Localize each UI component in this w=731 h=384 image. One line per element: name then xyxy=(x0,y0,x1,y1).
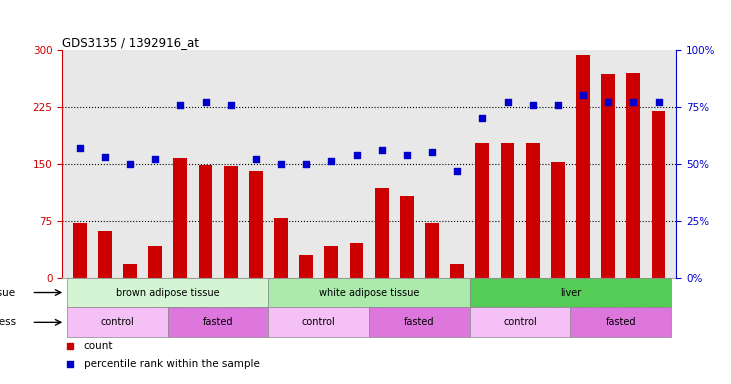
Bar xyxy=(475,142,489,278)
Point xyxy=(250,156,262,162)
Point xyxy=(74,145,86,151)
Bar xyxy=(168,308,268,337)
Bar xyxy=(325,246,338,278)
Point xyxy=(627,99,639,105)
Point xyxy=(602,99,614,105)
Bar xyxy=(98,230,112,278)
Point xyxy=(527,101,539,108)
Text: count: count xyxy=(83,341,113,351)
Bar xyxy=(268,278,470,308)
Bar xyxy=(425,223,439,278)
Point xyxy=(426,149,438,156)
Bar xyxy=(470,278,671,308)
Text: GDS3135 / 1392916_at: GDS3135 / 1392916_at xyxy=(62,36,199,49)
Point xyxy=(149,156,161,162)
Bar xyxy=(570,308,671,337)
Point xyxy=(300,161,312,167)
Point xyxy=(401,152,413,158)
Text: tissue: tissue xyxy=(0,288,16,298)
Bar xyxy=(651,111,665,278)
Point xyxy=(124,161,136,167)
Text: percentile rank within the sample: percentile rank within the sample xyxy=(83,359,260,369)
Bar xyxy=(299,255,313,278)
Point xyxy=(451,167,463,174)
Text: brown adipose tissue: brown adipose tissue xyxy=(116,288,219,298)
Point xyxy=(577,93,589,99)
Bar xyxy=(470,308,570,337)
Point xyxy=(175,101,186,108)
Point xyxy=(200,99,211,105)
Bar xyxy=(400,195,414,278)
Text: stress: stress xyxy=(0,317,16,327)
Point xyxy=(376,147,387,153)
Point xyxy=(225,101,237,108)
Bar xyxy=(268,308,369,337)
Bar xyxy=(526,142,539,278)
Text: control: control xyxy=(503,317,537,327)
Point xyxy=(325,159,337,165)
Bar xyxy=(501,142,515,278)
Bar xyxy=(67,308,168,337)
Point xyxy=(99,154,111,160)
Bar xyxy=(551,162,565,278)
Bar xyxy=(199,165,213,278)
Bar xyxy=(249,171,263,278)
Point xyxy=(552,101,564,108)
Point xyxy=(64,361,75,367)
Bar xyxy=(224,166,238,278)
Point xyxy=(351,152,363,158)
Point xyxy=(501,99,513,105)
Text: white adipose tissue: white adipose tissue xyxy=(319,288,420,298)
Text: fasted: fasted xyxy=(605,317,636,327)
Bar xyxy=(349,243,363,278)
Text: fasted: fasted xyxy=(203,317,233,327)
Text: control: control xyxy=(302,317,336,327)
Text: liver: liver xyxy=(560,288,581,298)
Bar xyxy=(67,278,268,308)
Bar xyxy=(148,246,162,278)
Text: fasted: fasted xyxy=(404,317,435,327)
Bar xyxy=(173,159,187,278)
Bar xyxy=(123,264,137,278)
Bar xyxy=(450,264,464,278)
Bar xyxy=(602,74,616,278)
Bar xyxy=(274,218,288,278)
Point xyxy=(276,161,287,167)
Bar xyxy=(375,188,389,278)
Point xyxy=(64,343,75,349)
Bar xyxy=(73,223,87,278)
Point xyxy=(477,115,488,121)
Point xyxy=(653,99,664,105)
Bar xyxy=(369,308,470,337)
Bar xyxy=(626,73,640,278)
Bar xyxy=(576,55,590,278)
Text: control: control xyxy=(101,317,135,327)
